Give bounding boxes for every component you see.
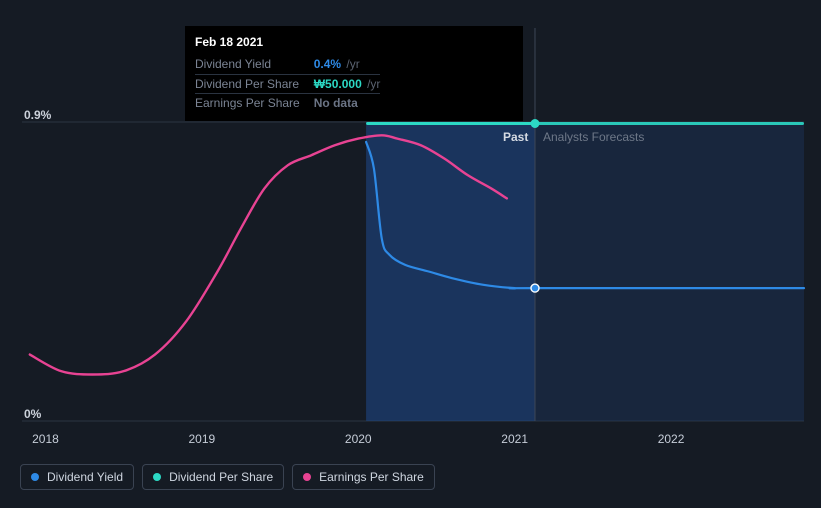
timeline-forecast-label: Analysts Forecasts xyxy=(543,130,644,144)
legend-item[interactable]: Dividend Yield xyxy=(20,464,134,490)
tooltip-date: Feb 18 2021 xyxy=(195,34,513,51)
tooltip-row-label: Dividend Per Share xyxy=(195,74,314,94)
legend-dot-icon xyxy=(31,473,39,481)
tooltip-row-value: ₩50.000 /yr xyxy=(314,74,381,94)
x-axis-label: 2018 xyxy=(32,432,59,446)
legend-label: Dividend Yield xyxy=(47,470,123,484)
timeline-past-label: Past xyxy=(503,130,528,144)
tooltip-row-label: Earnings Per Share xyxy=(195,94,314,113)
dividend-chart: Feb 18 2021 Dividend Yield0.4% /yrDivide… xyxy=(0,0,821,508)
tooltip-row-value: 0.4% /yr xyxy=(314,55,381,74)
x-axis-label: 2021 xyxy=(501,432,528,446)
legend-label: Dividend Per Share xyxy=(169,470,273,484)
legend-label: Earnings Per Share xyxy=(319,470,424,484)
y-axis-label: 0% xyxy=(24,407,41,421)
x-axis-label: 2019 xyxy=(189,432,216,446)
x-axis-label: 2020 xyxy=(345,432,372,446)
chart-tooltip: Feb 18 2021 Dividend Yield0.4% /yrDivide… xyxy=(185,26,523,121)
legend-item[interactable]: Earnings Per Share xyxy=(292,464,435,490)
legend-dot-icon xyxy=(303,473,311,481)
tooltip-row-label: Dividend Yield xyxy=(195,55,314,74)
chart-legend: Dividend Yield Dividend Per Share Earnings… xyxy=(20,464,435,490)
y-axis-label: 0.9% xyxy=(24,108,51,122)
x-axis-label: 2022 xyxy=(658,432,685,446)
legend-dot-icon xyxy=(153,473,161,481)
legend-item[interactable]: Dividend Per Share xyxy=(142,464,284,490)
tooltip-row-value: No data xyxy=(314,94,381,113)
